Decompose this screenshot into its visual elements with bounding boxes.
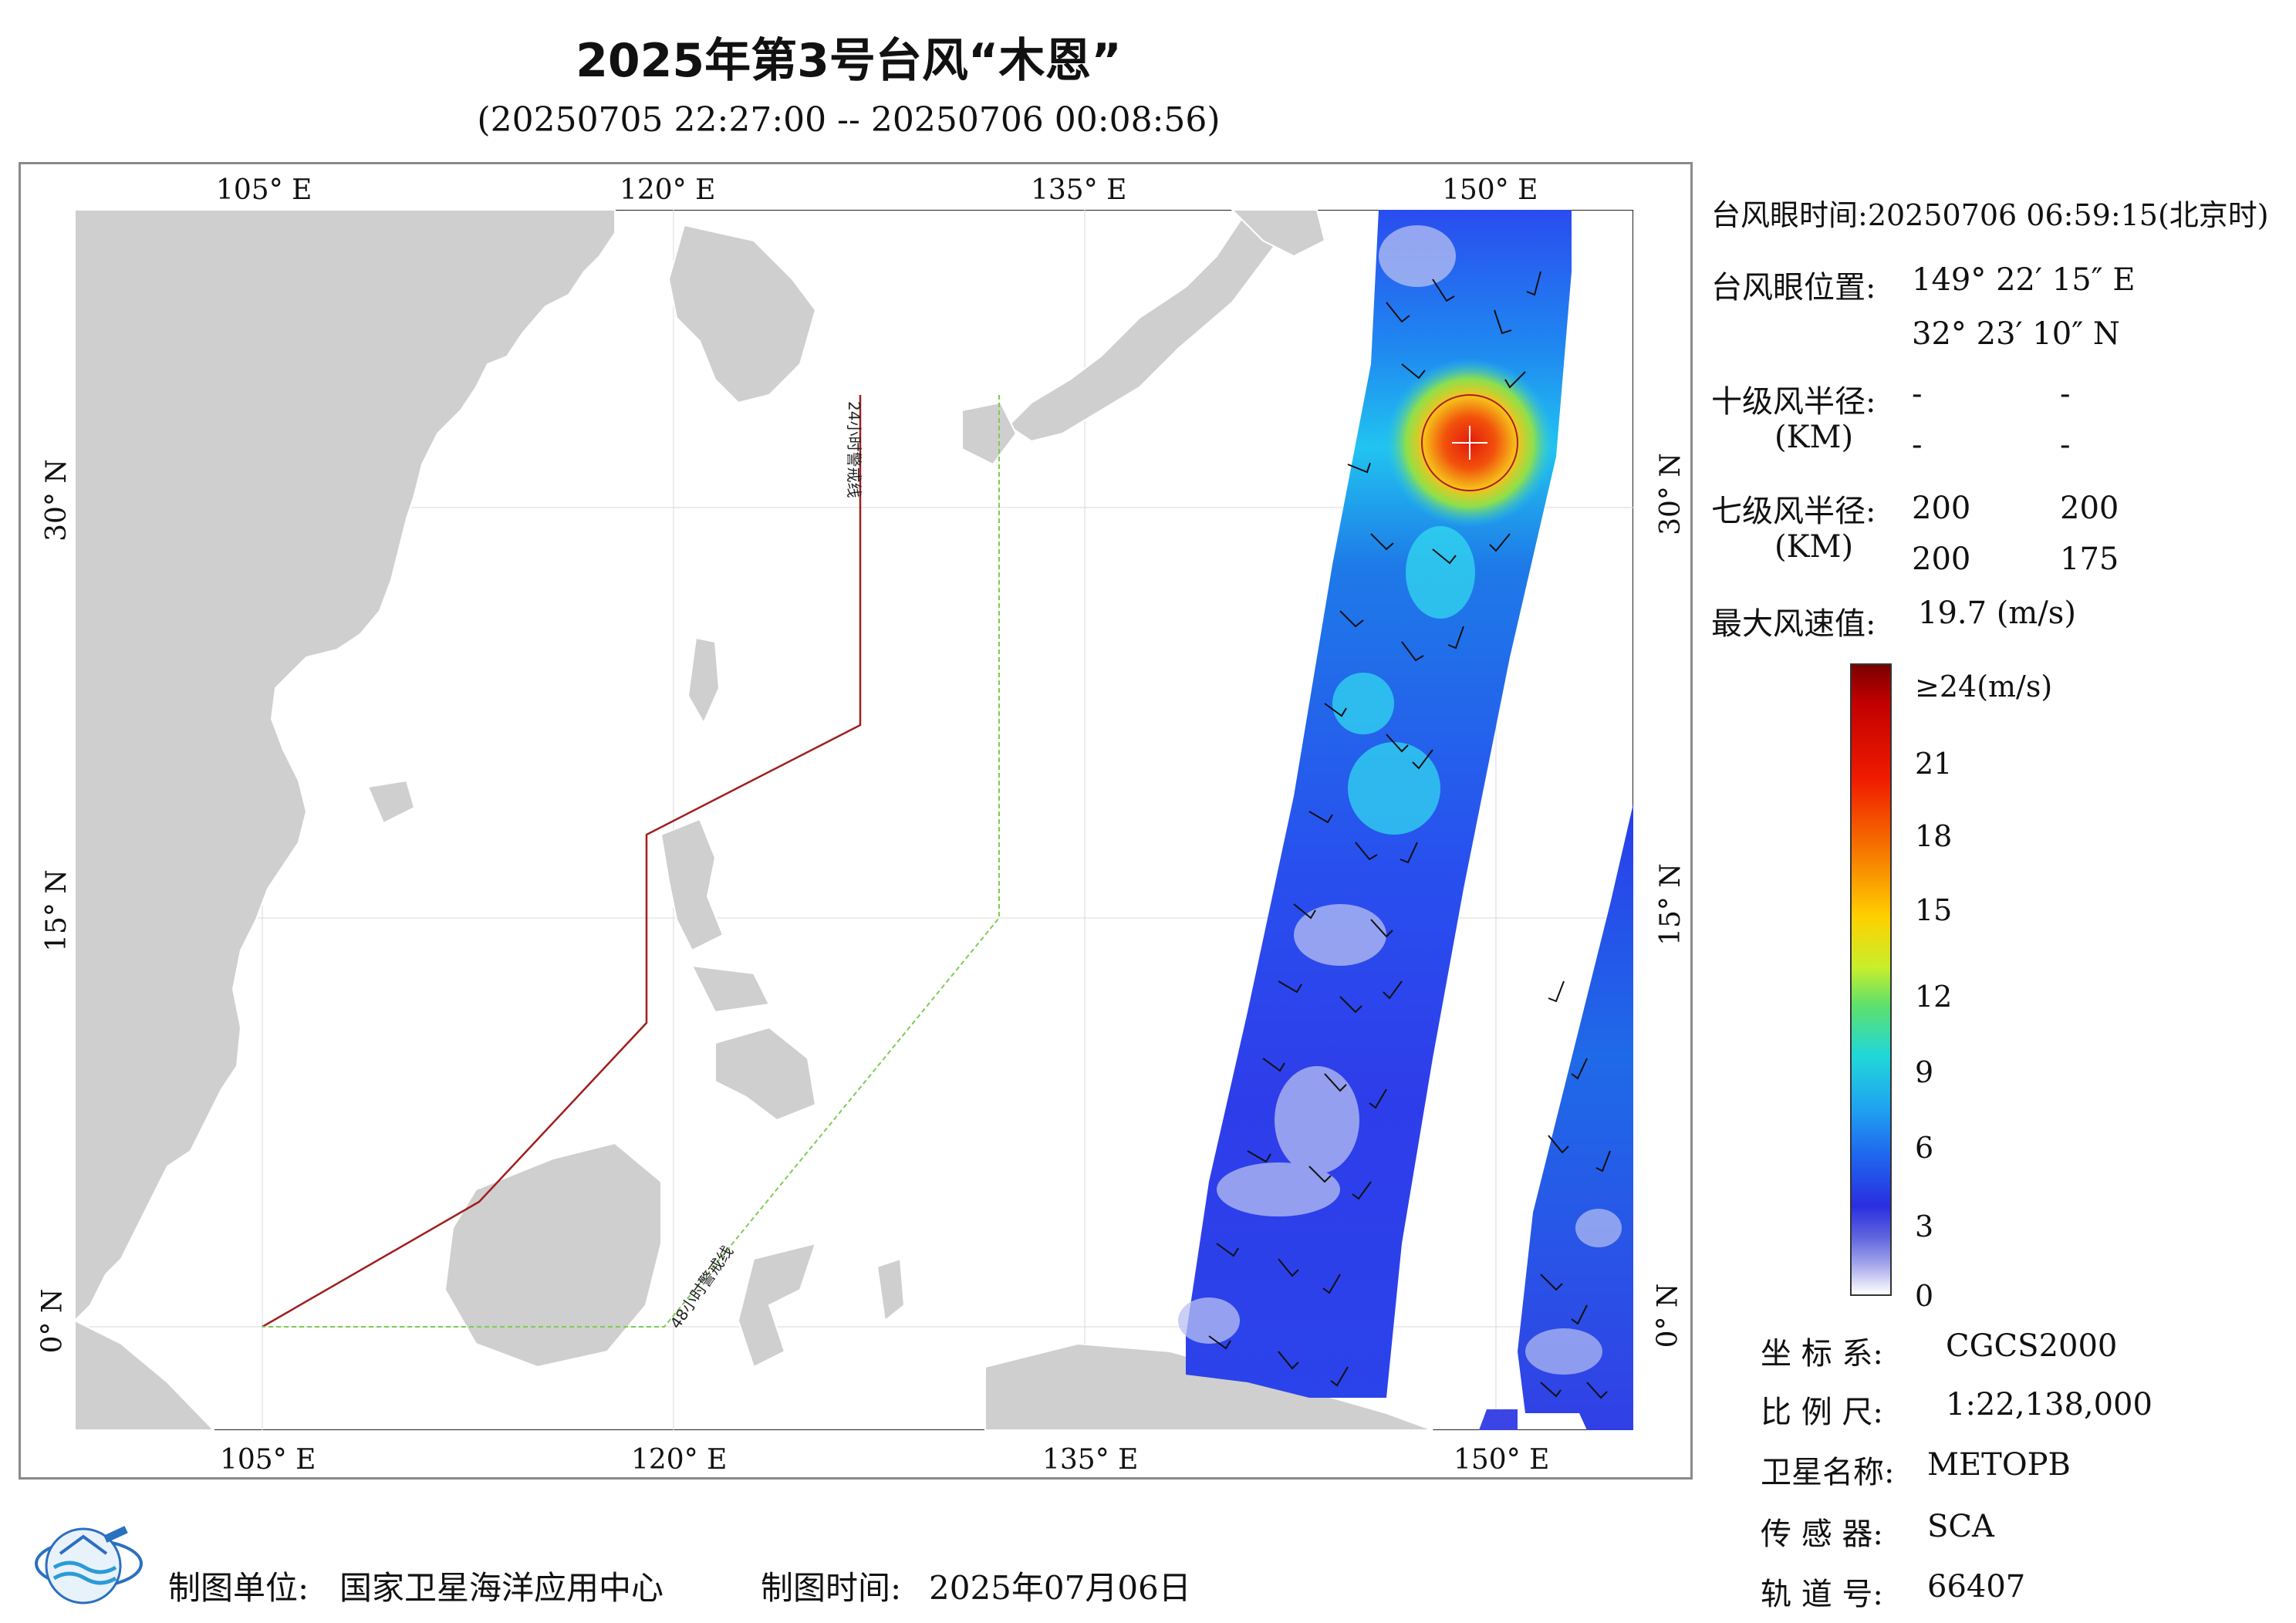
orbit-label: 轨 道 号: <box>1761 1577 1883 1612</box>
lon-tick-top-105: 105° E <box>216 174 312 206</box>
cb-label-6: 6 <box>1915 1131 1934 1165</box>
lat-tick-left-30: 30° N <box>40 459 73 542</box>
land-luzon <box>660 818 724 952</box>
wind-swaths <box>1178 210 1633 1430</box>
lat-tick-right-0: 0° N <box>1652 1283 1684 1348</box>
eye-lat-value: 32° 23′ 10″ N <box>1912 316 2120 352</box>
r7-sw: 200 <box>1912 542 1971 577</box>
r7-se: 200 <box>2060 491 2119 526</box>
r10-se: - <box>2060 376 2071 412</box>
r7-nw: 175 <box>2060 542 2119 577</box>
lat-tick-left-15: 15° N <box>40 869 73 952</box>
r10-sw: - <box>1912 427 1923 463</box>
lat-tick-right-15: 15° N <box>1654 863 1687 946</box>
lon-tick-bottom-150: 150° E <box>1454 1444 1550 1476</box>
cb-label-21: 21 <box>1915 747 1953 781</box>
sensor-label: 传 感 器: <box>1761 1517 1883 1552</box>
land-visayas <box>690 964 771 1014</box>
r10-label: 十级风半径: <box>1711 384 1876 420</box>
cb-label-9: 9 <box>1915 1055 1934 1089</box>
lon-tick-bottom-105: 105° E <box>220 1444 316 1476</box>
land-hainan <box>366 779 416 825</box>
lat-tick-left-0: 0° N <box>36 1288 69 1354</box>
land <box>75 210 1433 1430</box>
nsoas-logo-icon <box>35 1526 143 1604</box>
r7-label: 七级风半径: <box>1711 494 1876 529</box>
cb-label-3: 3 <box>1915 1210 1934 1243</box>
cb-label-12: 12 <box>1915 980 1953 1014</box>
r10-ne: - <box>1912 376 1923 412</box>
eye-time-label: 台风眼时间: <box>1711 198 1868 232</box>
cb-label-18: 18 <box>1915 819 1953 853</box>
map-title: 2025年第3号台风“木恩” <box>576 34 1122 88</box>
max-wind-label: 最大风速值: <box>1711 606 1876 642</box>
land-mindanao <box>714 1026 817 1122</box>
lat-tick-right-30: 30° N <box>1654 453 1687 535</box>
sensor-value: SCA <box>1927 1509 1994 1544</box>
scale-label: 比 例 尺: <box>1761 1395 1883 1430</box>
colorbar <box>1850 663 1892 1296</box>
land-halmahera <box>876 1257 906 1322</box>
map-subtitle: (20250705 22:27:00 -- 20250706 00:08:56) <box>477 100 1221 140</box>
cb-label-24: ≥24(m/s) <box>1915 670 2053 704</box>
sat-label: 卫星名称: <box>1761 1455 1895 1490</box>
scale-value: 1:22,138,000 <box>1946 1387 2152 1422</box>
land-korea <box>667 224 817 404</box>
land-taiwan <box>687 636 721 725</box>
eye-time-row: 台风眼时间:20250706 06:59:15(北京时) <box>1711 191 2269 234</box>
swath-east <box>1518 804 1633 1430</box>
orbit-value: 66407 <box>1927 1569 2026 1604</box>
lon-tick-top-150: 150° E <box>1442 174 1538 206</box>
land-borneo <box>444 1142 662 1368</box>
lon-tick-bottom-120: 120° E <box>631 1444 728 1476</box>
land-japan <box>1007 210 1280 443</box>
r7-circle <box>1421 394 1518 491</box>
r10-unit: (KM) <box>1774 420 1854 455</box>
r7-ne: 200 <box>1912 491 1971 526</box>
warning-line-24h <box>262 395 862 1328</box>
warning-line-48h <box>262 395 1000 1328</box>
maker-label: 制图单位: <box>168 1569 309 1607</box>
max-wind-value: 19.7 (m/s) <box>1918 596 2076 631</box>
coord-value: CGCS2000 <box>1946 1328 2118 1364</box>
land-sulawesi <box>737 1242 817 1368</box>
date-value: 2025年07月06日 <box>929 1569 1191 1607</box>
lon-tick-top-135: 135° E <box>1031 174 1127 206</box>
sat-value: METOPB <box>1927 1447 2071 1483</box>
coord-label: 坐 标 系: <box>1761 1336 1883 1372</box>
lon-tick-bottom-135: 135° E <box>1042 1444 1139 1476</box>
maker-value: 国家卫星海洋应用中心 <box>339 1569 664 1607</box>
wind-barbs <box>1208 271 1611 1399</box>
land-asia-mainland <box>75 210 616 1322</box>
lon-tick-top-120: 120° E <box>620 174 716 206</box>
cb-label-0: 0 <box>1915 1279 1934 1313</box>
map-frame <box>19 162 1693 1480</box>
eye-pos-label: 台风眼位置: <box>1711 270 1876 305</box>
r10-nw: - <box>2060 427 2071 463</box>
eye-time-value: 20250706 06:59:15(北京时) <box>1867 198 2269 232</box>
warning-label-24h: 24小时警戒线 <box>845 401 863 498</box>
land-sumatra <box>75 1319 215 1430</box>
eye-lon-value: 149° 22′ 15″ E <box>1912 262 2136 298</box>
r7-unit: (KM) <box>1774 529 1854 565</box>
land-kyushu <box>961 401 1018 466</box>
land-hokkaido <box>1231 210 1326 258</box>
map-panel: 24小时警戒线 48小时警戒线 <box>75 210 1633 1430</box>
cb-label-15: 15 <box>1915 893 1953 927</box>
date-label: 制图时间: <box>761 1569 902 1607</box>
